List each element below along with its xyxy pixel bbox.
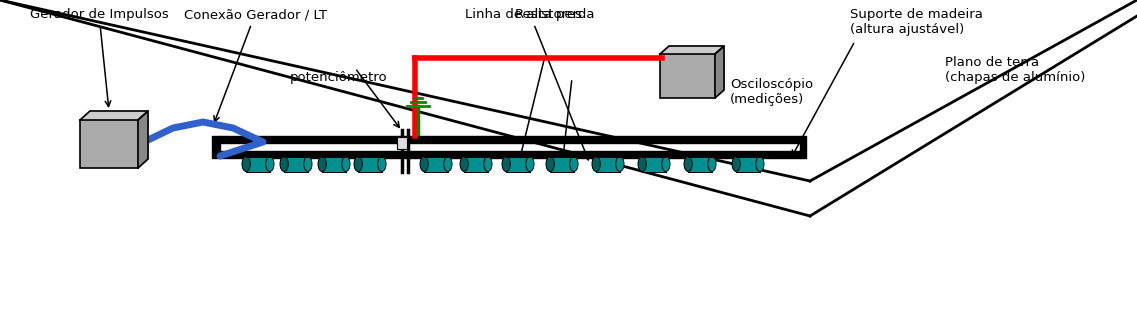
Ellipse shape — [707, 156, 716, 171]
FancyBboxPatch shape — [322, 156, 346, 171]
Polygon shape — [138, 111, 148, 168]
FancyBboxPatch shape — [358, 156, 382, 171]
FancyBboxPatch shape — [596, 156, 620, 171]
Ellipse shape — [503, 156, 511, 171]
FancyBboxPatch shape — [284, 156, 308, 171]
FancyBboxPatch shape — [464, 156, 488, 171]
Ellipse shape — [266, 156, 274, 171]
FancyBboxPatch shape — [246, 156, 269, 171]
FancyBboxPatch shape — [506, 156, 530, 171]
Ellipse shape — [684, 156, 692, 171]
FancyBboxPatch shape — [397, 137, 407, 149]
FancyBboxPatch shape — [80, 120, 138, 168]
Text: potenciômetro: potenciômetro — [290, 71, 388, 84]
Text: Plano de terra
(chapas de alumínio): Plano de terra (chapas de alumínio) — [945, 56, 1086, 84]
Ellipse shape — [420, 156, 429, 171]
Text: Resistores: Resistores — [515, 8, 583, 21]
Ellipse shape — [318, 156, 326, 171]
Text: Osciloscópio
(medições): Osciloscópio (medições) — [730, 78, 813, 106]
Ellipse shape — [592, 156, 600, 171]
FancyBboxPatch shape — [659, 54, 715, 98]
Polygon shape — [659, 46, 724, 54]
Ellipse shape — [570, 156, 578, 171]
Text: Suporte de madeira
(altura ajustável): Suporte de madeira (altura ajustável) — [850, 8, 982, 36]
Ellipse shape — [662, 156, 670, 171]
Ellipse shape — [377, 156, 385, 171]
Ellipse shape — [354, 156, 363, 171]
Polygon shape — [80, 111, 148, 120]
Ellipse shape — [483, 156, 492, 171]
FancyBboxPatch shape — [642, 156, 666, 171]
FancyBboxPatch shape — [550, 156, 574, 171]
Ellipse shape — [525, 156, 534, 171]
Ellipse shape — [546, 156, 554, 171]
FancyBboxPatch shape — [688, 156, 712, 171]
Ellipse shape — [304, 156, 312, 171]
Text: Linha de alta perda: Linha de alta perda — [465, 8, 595, 160]
Ellipse shape — [616, 156, 624, 171]
Text: Conexão Gerador / LT: Conexão Gerador / LT — [183, 8, 326, 122]
FancyBboxPatch shape — [736, 156, 760, 171]
Ellipse shape — [280, 156, 289, 171]
Ellipse shape — [732, 156, 740, 171]
Ellipse shape — [638, 156, 646, 171]
Ellipse shape — [443, 156, 453, 171]
Ellipse shape — [460, 156, 468, 171]
Ellipse shape — [242, 156, 250, 171]
Ellipse shape — [342, 156, 350, 171]
FancyBboxPatch shape — [424, 156, 448, 171]
Polygon shape — [715, 46, 724, 98]
Text: Gerador de Impulsos: Gerador de Impulsos — [30, 8, 168, 107]
Ellipse shape — [756, 156, 764, 171]
